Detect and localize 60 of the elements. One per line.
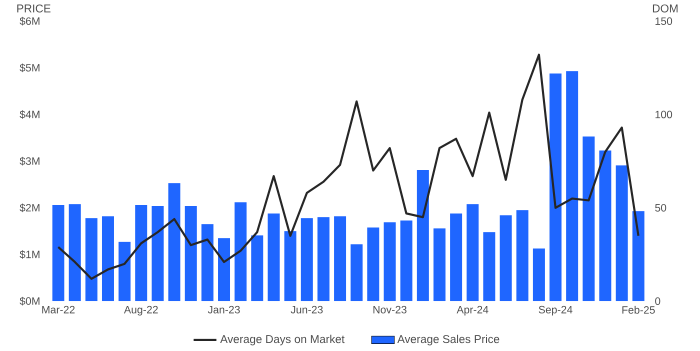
x-tick-label: Sep-24 [538,306,572,316]
y-axis-title: PRICE [17,4,50,12]
bar [400,220,412,302]
bar [317,217,330,302]
bar [566,71,578,302]
bar [433,228,446,302]
bar [300,218,313,302]
x-tick-label: Apr-24 [456,306,488,316]
bar [168,183,180,302]
y2-tick-label: 100 [656,110,672,118]
y2-tick-label: 0 [655,297,660,305]
line-series [57,54,640,280]
x-tick-label: Jun-23 [290,306,323,314]
x-tick-label: Jan-23 [208,306,240,314]
y2-tick-label: 50 [655,204,666,212]
bar [118,242,131,302]
y2-axis-title: DOM [652,4,678,12]
bar [284,231,296,302]
x-tick-label: Mar-22 [42,306,75,314]
bar [85,218,98,302]
y-tick-label: $5M [20,63,40,72]
bar [599,150,612,302]
bar [384,222,396,302]
bar [550,73,562,302]
bar [251,235,264,302]
bar [632,211,644,302]
bar [102,216,114,302]
x-tick-label: Feb-25 [622,306,655,314]
y-tick-label: $0M [20,296,40,306]
bar [201,224,214,302]
y-tick-label: $3M [20,156,40,166]
bar [466,204,479,302]
x-tick-label: Aug-22 [124,306,158,316]
y-tick-label: $4M [20,110,40,119]
bar [367,227,380,302]
bar [184,206,197,302]
bar [268,213,280,302]
bar [416,170,429,302]
y2-tick-label: 150 [656,17,672,25]
bar [500,215,512,302]
bar [450,213,462,302]
bar [616,165,628,302]
bar [532,248,545,302]
legend-label: Average Days on Market [220,334,345,346]
bar [68,204,81,302]
bar [234,202,247,302]
x-tick-label: Nov-23 [373,306,406,314]
y-tick-label: $1M [20,250,40,259]
bar [483,232,496,302]
y-tick-label: $6M [20,16,40,26]
bar [152,206,164,302]
bar [516,210,528,302]
bar [218,238,230,302]
bar [350,244,363,302]
bar [334,216,346,302]
legend-label: Average Sales Price [397,334,500,346]
bar [582,136,595,302]
y-tick-label: $2M [20,203,40,212]
bar [135,204,148,302]
bar [52,204,64,302]
